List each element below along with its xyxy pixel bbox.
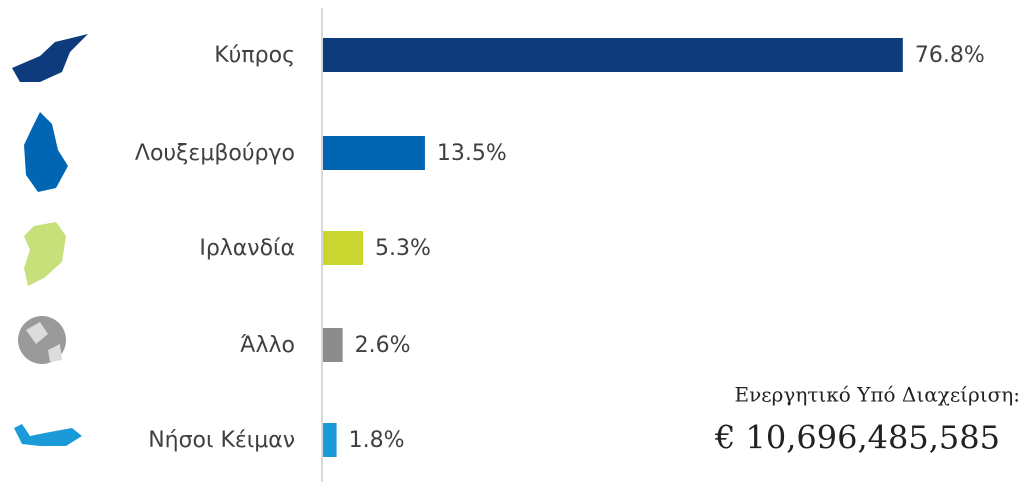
category-label: Ιρλανδία bbox=[199, 236, 295, 261]
bar bbox=[323, 423, 337, 457]
value-label: 5.3% bbox=[375, 236, 431, 261]
bar bbox=[323, 38, 903, 72]
bar bbox=[323, 231, 364, 265]
annotation-label: Ενεργητικό Υπό Διαχείριση: bbox=[735, 383, 1020, 407]
luxembourg-icon bbox=[24, 112, 68, 192]
annotation-value: € 10,696,485,585 bbox=[714, 419, 1000, 457]
category-label: Άλλο bbox=[240, 333, 295, 358]
category-label: Κύπρος bbox=[214, 43, 295, 68]
cayman-icon bbox=[14, 424, 82, 446]
category-label: Λουξεμβούργο bbox=[135, 141, 295, 166]
value-label: 76.8% bbox=[915, 43, 985, 68]
category-label: Νήσοι Κέιμαν bbox=[148, 428, 295, 453]
value-label: 2.6% bbox=[355, 333, 411, 358]
value-label: 1.8% bbox=[349, 428, 405, 453]
ireland-icon bbox=[24, 222, 66, 286]
value-label: 13.5% bbox=[437, 141, 507, 166]
bar bbox=[323, 136, 425, 170]
globe-land bbox=[26, 322, 62, 362]
cyprus-icon bbox=[12, 34, 88, 82]
bar bbox=[323, 328, 343, 362]
